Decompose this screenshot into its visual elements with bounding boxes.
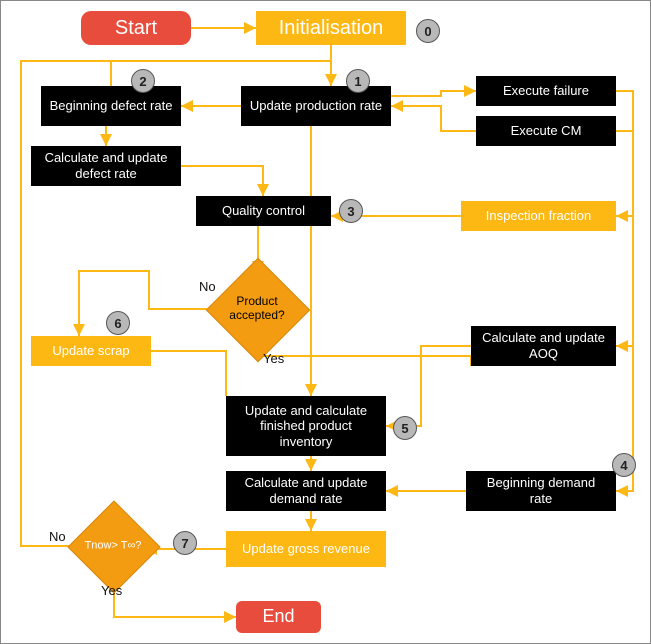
label-yes-tnow: Yes [101,583,122,598]
node-finished-inventory: Update and calculate finished product in… [226,396,386,456]
node-calc-aoq: Calculate and update AOQ [471,326,616,366]
node-beginning-demand-rate: Beginning demand rate [466,471,616,511]
decision-product-accepted-label: Product accepted? [210,295,304,323]
badge-4: 4 [612,453,636,477]
node-inspection-fraction: Inspection fraction [461,201,616,231]
node-calc-demand-rate: Calculate and update demand rate [226,471,386,511]
badge-5: 5 [393,416,417,440]
node-initialisation: Initialisation [256,11,406,45]
node-update-gross-revenue: Update gross revenue [226,531,386,567]
decision-tnow: Tnow> T∞? [81,514,145,578]
badge-2: 2 [131,69,155,93]
label-no-tnow: No [49,529,66,544]
node-quality-control: Quality control [196,196,331,226]
badge-3: 3 [339,199,363,223]
node-update-production-rate: Update production rate [241,86,391,126]
badge-0: 0 [416,19,440,43]
label-no-accepted: No [199,279,216,294]
node-calc-defect-rate: Calculate and update defect rate [31,146,181,186]
node-update-scrap: Update scrap [31,336,151,366]
decision-tnow-label: Tnow> T∞? [71,540,154,553]
node-start: Start [81,11,191,45]
node-execute-failure: Execute failure [476,76,616,106]
badge-6: 6 [106,311,130,335]
decision-product-accepted: Product accepted? [221,273,293,345]
badge-7: 7 [173,531,197,555]
node-execute-cm: Execute CM [476,116,616,146]
node-end: End [236,601,321,633]
badge-1: 1 [346,69,370,93]
flowchart-canvas: Start Initialisation Beginning defect ra… [0,0,651,644]
label-yes-accepted: Yes [263,351,284,366]
node-beginning-defect-rate: Beginning defect rate [41,86,181,126]
